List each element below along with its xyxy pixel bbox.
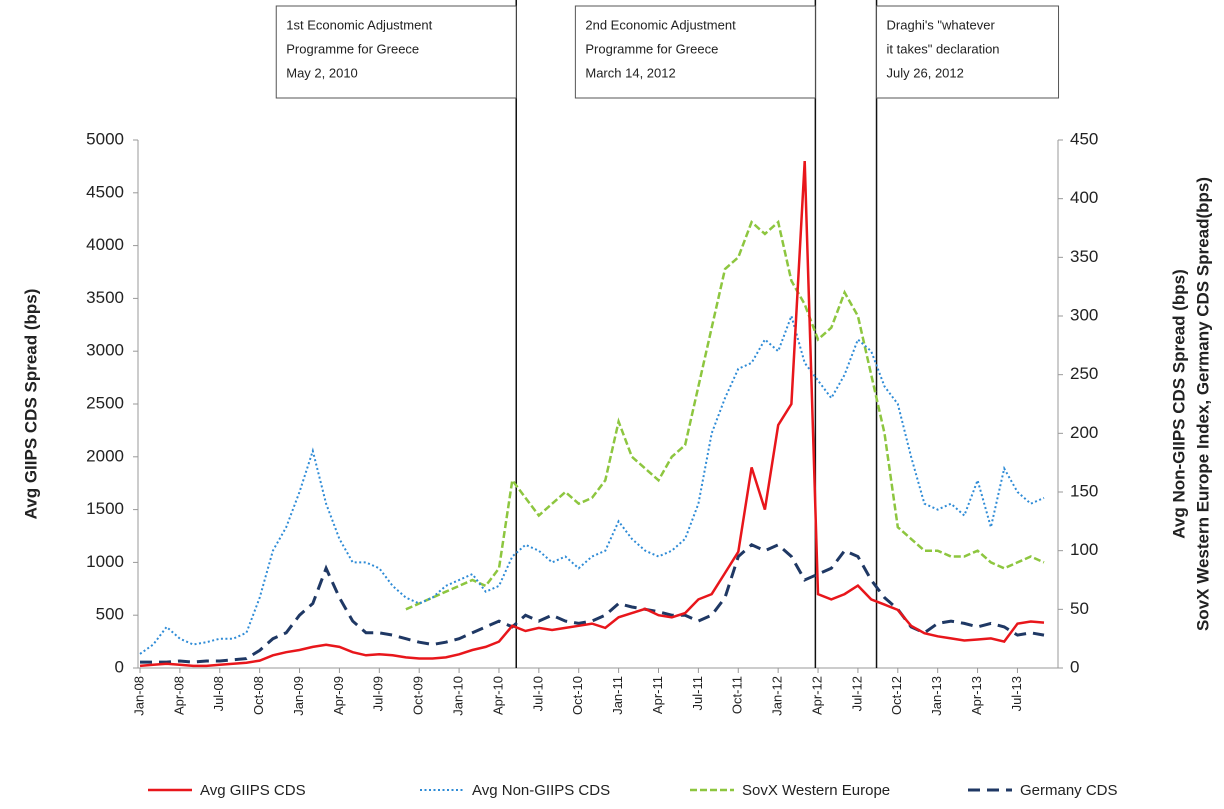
x-tick-label: Jul-13: [1009, 676, 1024, 711]
x-tick-label: Oct-12: [889, 676, 904, 715]
x-tick-label: Jan-09: [291, 676, 306, 716]
legend-label: Avg GIIPS CDS: [200, 782, 306, 799]
y2-tick-label: 50: [1070, 599, 1089, 618]
x-tick-label: Apr-09: [331, 676, 346, 715]
y2-tick-label: 450: [1070, 129, 1098, 148]
annotation-text: 2nd Economic Adjustment: [585, 17, 736, 32]
y-tick-label: 2000: [86, 446, 124, 465]
y2-tick-label: 100: [1070, 540, 1098, 559]
x-tick-label: Jan-12: [770, 676, 785, 716]
annotation-text: May 2, 2010: [286, 65, 358, 80]
x-tick-label: Jan-10: [451, 676, 466, 716]
x-tick-label: Jan-13: [929, 676, 944, 716]
annotation-box: [275, 5, 517, 99]
x-tick-label: Jul-10: [530, 676, 545, 711]
x-tick-label: Oct-11: [730, 676, 745, 714]
annotation-text: Programme for Greece: [585, 41, 718, 56]
series-line: [139, 161, 1045, 668]
x-tick-label: Jan-08: [131, 676, 146, 716]
y2-tick-label: 0: [1070, 657, 1079, 676]
x-tick-label: Apr-11: [650, 676, 665, 714]
x-tick-label: Apr-08: [171, 676, 186, 715]
y-tick-label: 3500: [86, 288, 124, 307]
y2-tick-label: 400: [1070, 188, 1098, 207]
annotation-text: July 26, 2012: [887, 65, 964, 80]
x-tick-label: Apr-12: [809, 676, 824, 715]
x-tick-label: Oct-09: [411, 676, 426, 715]
x-tick-label: Jul-11: [690, 676, 705, 710]
y-tick-label: 4000: [86, 235, 124, 254]
y2-axis-label: SovX Western Europe Index, Germany CDS S…: [1193, 177, 1212, 631]
series-line: [405, 219, 1045, 611]
x-tick-label: Jul-08: [211, 676, 226, 711]
x-tick-label: Apr-10: [490, 676, 505, 715]
annotation-text: March 14, 2012: [585, 65, 675, 80]
x-tick-label: Jan-11: [610, 676, 625, 715]
y-tick-label: 3000: [86, 341, 124, 360]
legend-label: Avg Non-GIIPS CDS: [472, 782, 610, 799]
y2-axis-label: Avg Non-GIIPS CDS Spread (bps): [1169, 269, 1188, 539]
annotation-box: [876, 5, 1060, 99]
x-tick-label: Jul-09: [371, 676, 386, 711]
legend-label: Germany CDS: [1020, 782, 1118, 799]
annotation-box: [574, 5, 816, 99]
annotation-text: it takes" declaration: [887, 41, 1000, 56]
y-tick-label: 2500: [86, 393, 124, 412]
x-tick-label: Oct-10: [570, 676, 585, 715]
x-tick-label: Jul-12: [849, 676, 864, 711]
x-tick-label: Apr-13: [969, 676, 984, 715]
y2-tick-label: 250: [1070, 364, 1098, 383]
y2-tick-label: 350: [1070, 247, 1098, 266]
y-tick-label: 1000: [86, 552, 124, 571]
y-tick-label: 0: [115, 657, 124, 676]
series-line: [139, 312, 1045, 655]
annotation-text: Programme for Greece: [286, 41, 419, 56]
annotation-text: 1st Economic Adjustment: [286, 17, 432, 32]
legend-label: SovX Western Europe: [742, 782, 890, 799]
y-tick-label: 500: [96, 605, 124, 624]
series-line: [140, 543, 1045, 664]
y2-tick-label: 150: [1070, 481, 1098, 500]
y-tick-label: 1500: [86, 499, 124, 518]
x-tick-label: Oct-08: [251, 676, 266, 715]
annotation-text: Draghi's "whatever: [887, 17, 996, 32]
y2-tick-label: 300: [1070, 305, 1098, 324]
y-tick-label: 4500: [86, 182, 124, 201]
y-tick-label: 5000: [86, 129, 124, 148]
y2-tick-label: 200: [1070, 423, 1098, 442]
y-axis-label: Avg GIIPS CDS Spread (bps): [21, 289, 40, 520]
